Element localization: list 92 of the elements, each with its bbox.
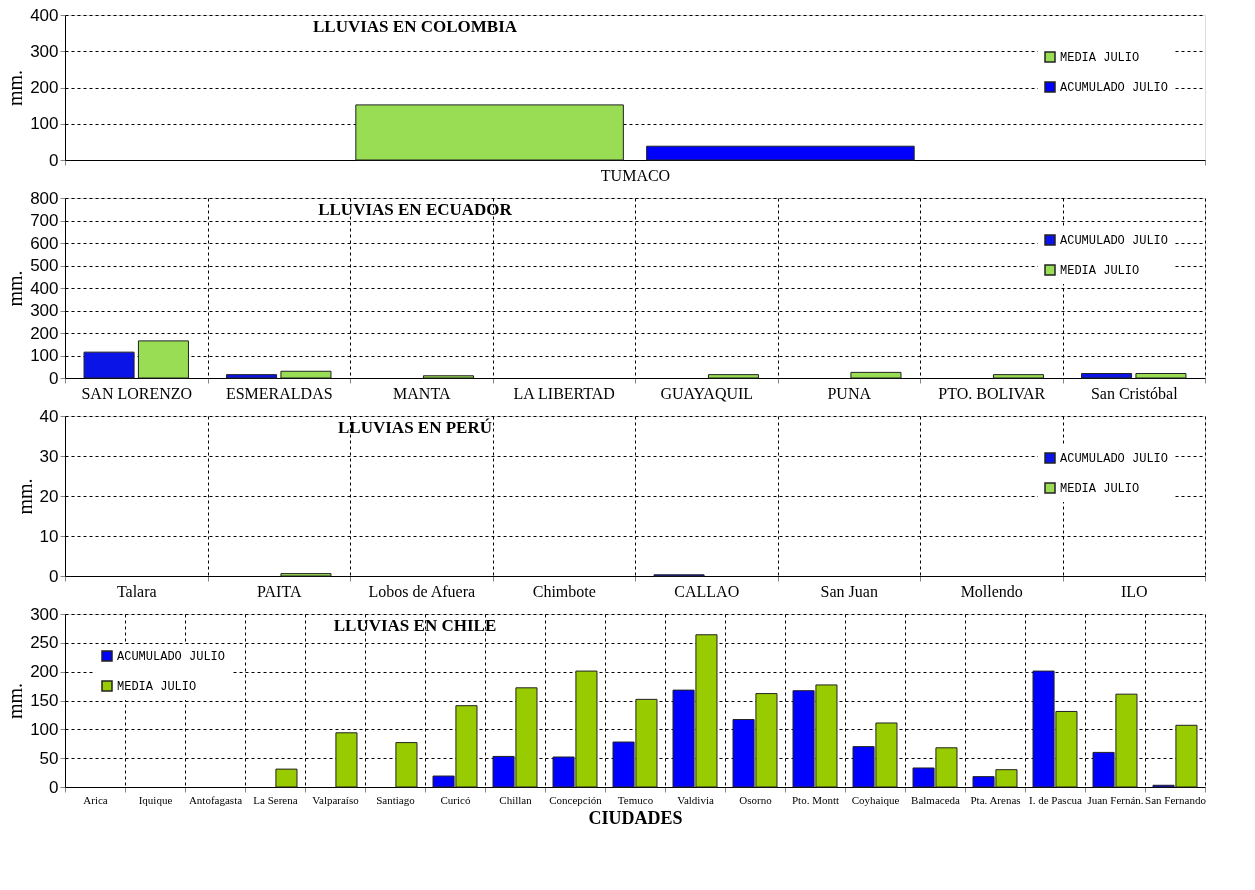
y-tick-label: 100 xyxy=(30,346,59,365)
x-tick-label: La Serena xyxy=(253,793,298,806)
bar xyxy=(992,374,1044,379)
y-axis-title: mm. xyxy=(4,682,27,720)
y-tick-label: 200 xyxy=(30,78,59,97)
legend-label: MEDIA JULIO xyxy=(1060,264,1140,278)
y-tick-label: 20 xyxy=(39,486,59,506)
bar xyxy=(422,375,474,379)
x-tick-label: Coyhaique xyxy=(851,793,900,806)
x-tick-label: Valparaíso xyxy=(312,793,360,806)
y-tick-label: 300 xyxy=(30,604,59,624)
bar xyxy=(1081,373,1133,379)
y-tick-label: 250 xyxy=(30,633,59,653)
x-tick-label: PUNA xyxy=(827,384,872,402)
x-tick-label: San Cristóbal xyxy=(1090,384,1179,402)
legend-label: MEDIA JULIO xyxy=(1060,482,1140,496)
x-tick-label: Pta. Arenas xyxy=(970,793,1021,806)
x-tick-label: Santiago xyxy=(376,793,416,806)
y-tick-label: 400 xyxy=(30,5,59,25)
x-tick-label: ESMERALDAS xyxy=(225,384,333,402)
x-tick-label: Talara xyxy=(116,582,157,600)
x-tick-label: GUAYAQUIL xyxy=(660,384,754,402)
x-tick-label: Pto. Montt xyxy=(791,793,840,806)
bar xyxy=(275,768,298,788)
bar xyxy=(226,374,278,379)
y-tick-label: 150 xyxy=(30,691,59,710)
y-axis-title: mm. xyxy=(4,270,27,307)
bar xyxy=(395,742,418,788)
y-tick-label: 400 xyxy=(30,278,59,298)
x-tick-label: Iquique xyxy=(138,793,173,806)
x-tick-label: SAN LORENZO xyxy=(81,384,193,402)
legend-label: ACUMULADO JULIO xyxy=(1060,81,1169,95)
y-tick-label: 800 xyxy=(30,188,59,208)
x-tick-label: San Juan xyxy=(820,582,878,600)
y-tick-label: 200 xyxy=(30,662,59,682)
legend-label: MEDIA JULIO xyxy=(1060,51,1140,65)
x-tick-label: Temuco xyxy=(617,793,654,806)
bar xyxy=(137,340,189,379)
bar xyxy=(335,732,358,788)
x-tick-label: TUMACO xyxy=(600,166,671,184)
legend-label: ACUMULADO JULIO xyxy=(117,650,226,664)
bar xyxy=(707,374,759,379)
y-tick-label: 0 xyxy=(49,777,59,797)
x-tick-label: Chillan xyxy=(499,793,533,806)
y-axis-title: mm. xyxy=(4,69,27,107)
x-tick-label: PAITA xyxy=(257,582,302,600)
y-tick-label: 700 xyxy=(30,211,59,230)
y-tick-label: 30 xyxy=(39,446,59,466)
x-tick-label: Chimbote xyxy=(532,582,596,600)
x-tick-label: Balmaceda xyxy=(911,793,961,806)
legend-label: ACUMULADO JULIO xyxy=(1060,234,1169,248)
chart-title: LLUVIAS EN COLOMBIA xyxy=(312,17,518,36)
bar xyxy=(83,351,135,379)
x-tick-label: Arica xyxy=(83,793,108,806)
legend-label: ACUMULADO JULIO xyxy=(1060,452,1169,466)
y-tick-label: 100 xyxy=(30,114,59,134)
x-tick-label: Mollendo xyxy=(960,582,1023,600)
y-tick-label: 600 xyxy=(30,233,59,253)
bar xyxy=(280,370,332,379)
x-tick-label: Juan Fernán. xyxy=(1087,793,1144,806)
y-tick-label: 200 xyxy=(30,323,59,343)
x-tick-label: Antofagasta xyxy=(188,793,243,806)
y-axis-title: mm. xyxy=(13,478,36,515)
y-tick-label: 40 xyxy=(39,406,59,426)
x-tick-label: I. de Pascua xyxy=(1029,793,1083,806)
x-tick-label: MANTA xyxy=(393,384,451,402)
x-tick-label: CALLAO xyxy=(674,582,740,600)
y-tick-label: 10 xyxy=(39,526,59,546)
x-tick-label: Concepción xyxy=(549,793,603,806)
x-tick-label: Valdivia xyxy=(677,793,714,806)
y-tick-label: 500 xyxy=(30,256,59,275)
x-tick-label: San Fernando xyxy=(1145,793,1207,806)
y-tick-label: 50 xyxy=(39,748,59,768)
chart-title: LLUVIAS EN ECUADOR xyxy=(318,200,513,219)
x-tick-label: Osorno xyxy=(739,793,773,806)
y-tick-label: 300 xyxy=(30,301,59,320)
x-tick-label: Curicó xyxy=(440,793,471,806)
x-tick-label: ILO xyxy=(1120,582,1148,600)
chart-title: LLUVIAS EN CHILE xyxy=(333,616,497,635)
x-tick-label: LA LIBERTAD xyxy=(513,384,615,402)
x-tick-label: PTO. BOLIVAR xyxy=(938,384,1046,402)
chart-title: LLUVIAS EN PERÚ xyxy=(338,418,492,437)
y-tick-label: 0 xyxy=(49,150,59,170)
bar xyxy=(1135,373,1187,379)
y-tick-label: 300 xyxy=(30,41,59,61)
x-axis-title: CIUDADES xyxy=(588,807,683,828)
bar xyxy=(850,371,902,379)
y-tick-label: 100 xyxy=(30,719,59,739)
y-tick-label: 0 xyxy=(49,368,59,388)
x-tick-label: Lobos de Afuera xyxy=(368,582,476,600)
legend-label: MEDIA JULIO xyxy=(117,680,197,694)
y-tick-label: 0 xyxy=(49,566,59,586)
